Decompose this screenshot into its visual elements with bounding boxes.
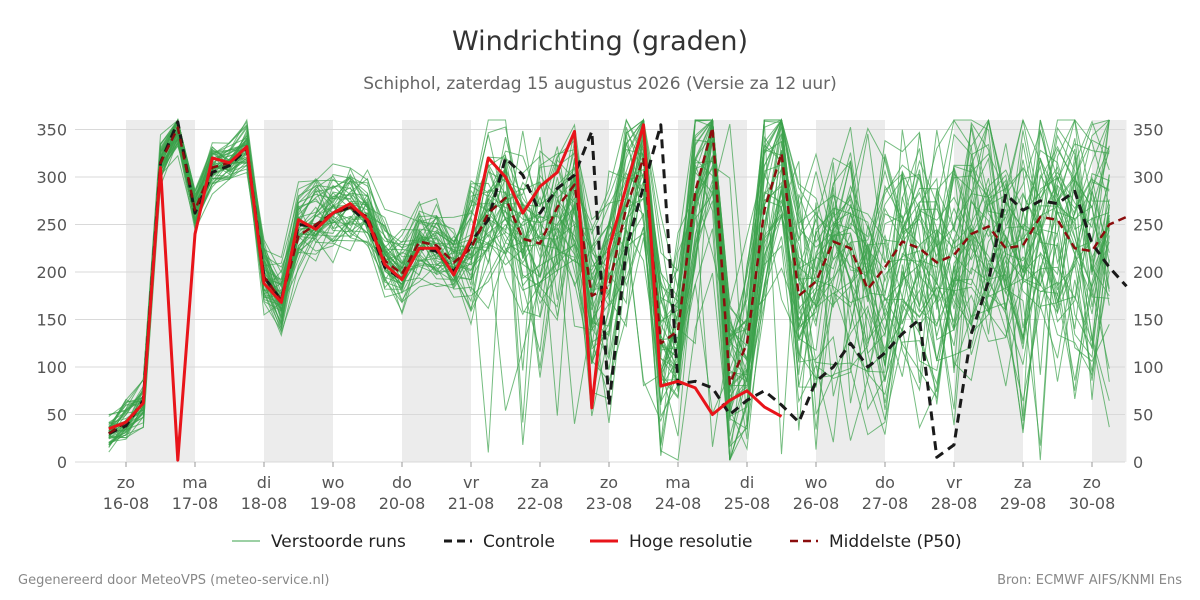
x-tick-day-1: ma <box>182 473 207 492</box>
x-tick-date-12: 28-08 <box>931 494 978 513</box>
y-tick-left-300: 300 <box>36 168 67 187</box>
x-tick-date-5: 21-08 <box>448 494 495 513</box>
y-tick-right-250: 250 <box>1133 216 1164 235</box>
y-tick-right-350: 350 <box>1133 121 1164 140</box>
y-tick-left-200: 200 <box>36 263 67 282</box>
legend: Verstoorde runs Controle Hoge resolutie … <box>232 532 962 552</box>
x-tick-day-0: zo <box>117 473 135 492</box>
y-tick-right-200: 200 <box>1133 263 1164 282</box>
x-tick-day-13: za <box>1014 473 1032 492</box>
x-tick-date-13: 29-08 <box>1000 494 1047 513</box>
y-tick-left-250: 250 <box>36 216 67 235</box>
x-tick-day-14: zo <box>1083 473 1101 492</box>
y-tick-left-150: 150 <box>36 311 67 330</box>
ensemble-member-line-42 <box>108 119 1110 432</box>
x-tick-day-5: vr <box>463 473 479 492</box>
main-series <box>108 120 1128 462</box>
x-tick-day-10: wo <box>805 473 828 492</box>
x-tick-day-11: do <box>875 473 895 492</box>
x-tick-date-8: 24-08 <box>655 494 702 513</box>
y-axis-left: 0 50 100 150 200 250 300 350 <box>36 121 67 473</box>
footer-source: Bron: ECMWF AIFS/KNMI Ens <box>997 573 1182 588</box>
y-tick-left-50: 50 <box>47 406 67 425</box>
x-tick-day-4: do <box>392 473 412 492</box>
x-tick-date-11: 27-08 <box>862 494 909 513</box>
x-tick-day-12: vr <box>946 473 962 492</box>
y-tick-left-350: 350 <box>36 121 67 140</box>
x-tick-date-1: 17-08 <box>172 494 219 513</box>
x-tick-day-2: di <box>257 473 272 492</box>
ensemble-member-line-46 <box>108 118 1110 415</box>
chart-subtitle: Schiphol, zaterdag 15 augustus 2026 (Ver… <box>363 74 837 94</box>
chart-title: Windrichting (graden) <box>452 26 748 57</box>
footer-generated-by: Gegenereerd door MeteoVPS (meteo-service… <box>18 573 329 588</box>
x-tick-date-0: 16-08 <box>103 494 150 513</box>
y-tick-right-300: 300 <box>1133 168 1164 187</box>
x-tick-date-9: 25-08 <box>724 494 771 513</box>
x-tick-day-9: di <box>740 473 755 492</box>
x-tick-date-7: 23-08 <box>586 494 633 513</box>
ensemble-member-line-35 <box>108 118 1110 461</box>
ensemble-member-line-47 <box>108 118 1110 445</box>
median-p50-line <box>108 126 1128 435</box>
ensemble-member-line-48 <box>108 119 1110 431</box>
y-tick-right-150: 150 <box>1133 311 1164 330</box>
ensemble-member-line-49 <box>108 118 1110 428</box>
x-tick-date-10: 26-08 <box>793 494 840 513</box>
y-tick-left-100: 100 <box>36 358 67 377</box>
x-axis: zo 16-08 ma 17-08 di 18-08 wo 19-08 do 20-08 vr 21-… <box>103 462 1116 513</box>
x-tick-date-4: 20-08 <box>379 494 426 513</box>
ensemble-member-line-18 <box>108 119 1110 461</box>
ensemble-member-line-36 <box>108 119 1110 444</box>
legend-label-highres: Hoge resolutie <box>629 532 753 552</box>
y-tick-left-0: 0 <box>57 453 67 472</box>
x-tick-day-3: wo <box>322 473 345 492</box>
high-resolution-line <box>108 123 783 462</box>
legend-label-control: Controle <box>483 532 555 552</box>
y-axis-right: 0 50 100 150 200 250 300 350 <box>1133 121 1164 473</box>
x-tick-day-7: zo <box>600 473 618 492</box>
y-tick-right-50: 50 <box>1133 406 1153 425</box>
ensemble-member-line-39 <box>108 119 1110 439</box>
y-tick-right-100: 100 <box>1133 358 1164 377</box>
x-tick-day-8: ma <box>665 473 690 492</box>
x-tick-date-2: 18-08 <box>241 494 288 513</box>
legend-label-ensemble: Verstoorde runs <box>271 532 406 552</box>
y-tick-right-0: 0 <box>1133 453 1143 472</box>
x-tick-date-14: 30-08 <box>1069 494 1116 513</box>
x-tick-date-3: 19-08 <box>310 494 357 513</box>
x-tick-day-6: za <box>531 473 549 492</box>
x-tick-date-6: 22-08 <box>517 494 564 513</box>
legend-label-median: Middelste (P50) <box>829 532 962 552</box>
ensemble-member-line-40 <box>108 119 1110 461</box>
